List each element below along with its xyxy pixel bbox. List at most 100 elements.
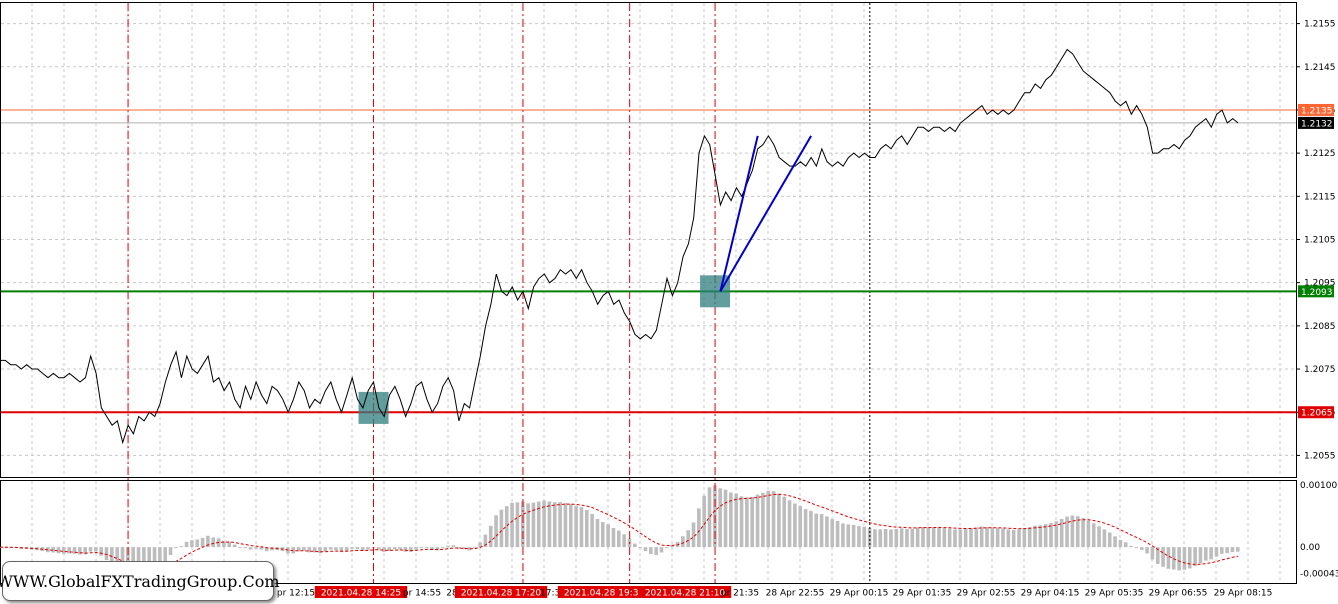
current-price-label: 1.2132 xyxy=(1301,119,1333,129)
macd-bar xyxy=(910,528,915,548)
macd-bar xyxy=(318,547,322,554)
macd-bar xyxy=(739,496,744,548)
macd-bar xyxy=(814,513,819,548)
macd-bar xyxy=(851,524,856,548)
macd-bar xyxy=(366,547,370,550)
time-label: pr 21:35 xyxy=(721,589,759,599)
macd-bar xyxy=(1107,532,1112,548)
macd-bar xyxy=(702,495,706,548)
macd-bar xyxy=(1177,547,1181,571)
macd-bar xyxy=(729,492,733,548)
macd-bar xyxy=(1129,545,1133,548)
macd-bar xyxy=(488,525,493,548)
macd-bar xyxy=(520,501,525,548)
macd-bar xyxy=(995,528,1000,548)
macd-bar xyxy=(1193,547,1197,567)
macd-bar xyxy=(915,527,920,548)
macd-bar xyxy=(147,547,152,571)
macd-bar xyxy=(883,528,888,548)
price-panel-frame xyxy=(0,2,1297,478)
macd-bar xyxy=(419,547,424,549)
macd-bar xyxy=(424,547,429,549)
time-axis: pr 12:15 2021.04.28 14:25 pr 14:55 28 2021.0… xyxy=(277,586,1272,599)
macd-bar xyxy=(953,529,957,548)
macd-bar xyxy=(494,515,498,548)
macd-bar xyxy=(574,506,578,548)
macd-bar xyxy=(761,492,765,548)
macd-bar xyxy=(1065,516,1069,548)
macd-bar xyxy=(1033,525,1037,548)
macd-bar xyxy=(617,530,621,548)
macd-bar xyxy=(51,547,55,553)
macd-bar xyxy=(1043,524,1048,548)
macd-bar xyxy=(921,526,925,548)
macd-bar xyxy=(472,547,477,549)
macd-bar xyxy=(1150,547,1155,560)
time-label: 2021.04.28 19:30 xyxy=(564,589,645,599)
macd-bar xyxy=(1214,547,1219,557)
macd-bar xyxy=(1145,547,1149,554)
time-label-highlight xyxy=(454,586,548,598)
macd-bar xyxy=(504,506,509,548)
macd-bar xyxy=(819,514,824,548)
macd-bar xyxy=(1113,536,1117,548)
macd-bar xyxy=(1166,547,1171,569)
level-price-tag xyxy=(1298,103,1334,116)
macd-bar xyxy=(611,527,616,548)
macd-bar xyxy=(1097,526,1101,548)
macd-bar xyxy=(1134,547,1139,549)
macd-bar xyxy=(163,547,168,562)
current-price-tag xyxy=(1298,116,1334,129)
macd-bar xyxy=(830,519,835,548)
macd-bar xyxy=(83,547,87,555)
macd-bar xyxy=(232,544,237,548)
macd-bar xyxy=(355,547,360,550)
macd-bar xyxy=(857,526,861,548)
time-label: 29 Apr 01:35 xyxy=(893,589,952,599)
macd-bar xyxy=(782,496,787,548)
macd-bar xyxy=(969,528,973,548)
trend-line xyxy=(719,135,812,292)
macd-bar xyxy=(136,547,141,574)
time-label: 29 Apr 05:35 xyxy=(1085,589,1144,599)
macd-bar xyxy=(1187,547,1192,569)
time-label: pr 14:55 xyxy=(403,589,441,599)
macd-bar xyxy=(259,547,264,550)
macd-bar xyxy=(339,547,344,553)
macd-bar xyxy=(536,501,541,548)
macd-bar xyxy=(633,543,637,548)
macd-bar xyxy=(771,491,776,548)
macd-bar xyxy=(142,547,146,573)
macd-bar xyxy=(750,497,755,548)
macd-bar xyxy=(478,542,482,548)
macd-bar xyxy=(1118,539,1123,548)
macd-bar xyxy=(451,545,456,548)
macd-bar xyxy=(115,547,119,568)
macd-bar xyxy=(547,501,552,548)
macd-bar xyxy=(766,490,771,548)
macd-bar xyxy=(579,507,584,548)
macd-bar xyxy=(809,510,813,548)
macd-bar xyxy=(867,528,872,548)
macd-bar xyxy=(403,547,408,552)
macd-bar xyxy=(456,547,461,549)
macd-bar xyxy=(622,534,626,548)
macd-bar xyxy=(1054,521,1059,548)
signal-box xyxy=(700,275,731,308)
macd-bar xyxy=(670,545,674,548)
macd-bar xyxy=(376,547,381,550)
macd-bar xyxy=(600,522,605,548)
level-price-label: 1.2065 xyxy=(1301,409,1333,419)
macd-axis: 0.001006 0.00 -0.00043 xyxy=(1300,481,1338,580)
macd-bar xyxy=(360,547,365,551)
macd-bar xyxy=(1022,528,1027,548)
macd-bar xyxy=(334,547,338,551)
time-label: 2021.04.28 14:25 xyxy=(321,589,401,599)
macd-bar xyxy=(563,503,568,548)
macd-bar xyxy=(558,502,562,548)
macd-bar xyxy=(926,527,931,548)
macd-bar xyxy=(1102,529,1107,548)
macd-bar xyxy=(1209,547,1213,560)
macd-bar xyxy=(78,547,82,555)
